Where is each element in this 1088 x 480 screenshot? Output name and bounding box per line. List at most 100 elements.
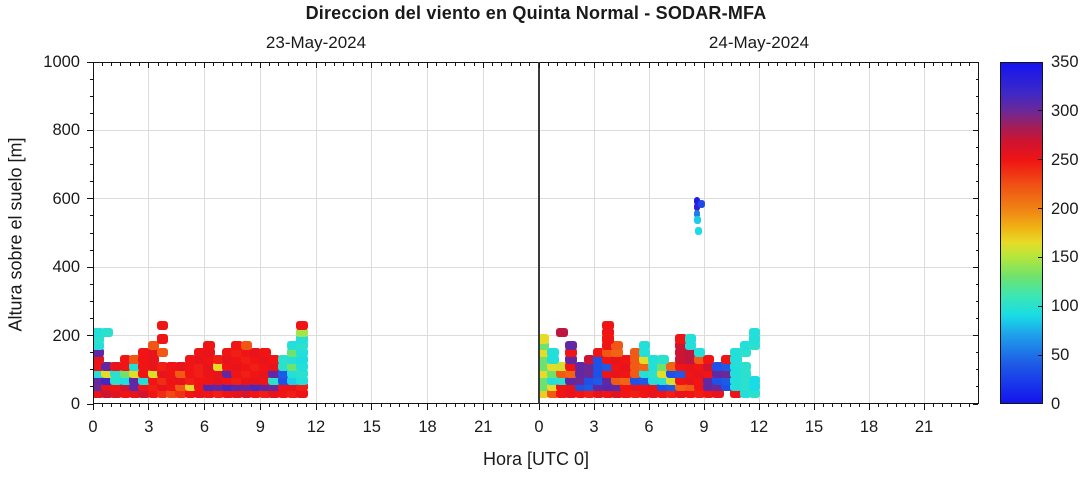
y-axis-tick xyxy=(87,266,93,268)
heatmap-cell xyxy=(602,327,614,337)
heatmap-cell xyxy=(693,368,706,378)
heatmap-cell xyxy=(147,375,160,385)
y-axis-tick-right xyxy=(975,232,978,234)
x-axis-tick-top xyxy=(960,63,962,66)
x-axis-tick xyxy=(315,404,317,410)
heatmap-cell xyxy=(592,382,605,392)
heatmap-spot-cell xyxy=(693,203,700,212)
heatmap-cell xyxy=(611,348,623,358)
heatmap-cell xyxy=(592,354,605,365)
x-axis-tick xyxy=(213,404,215,407)
x-axis-tick-top xyxy=(841,63,842,66)
heatmap-cell xyxy=(574,361,587,371)
x-axis-tick-top xyxy=(941,63,943,66)
x-axis-tick xyxy=(148,404,150,410)
heatmap-cell xyxy=(739,348,752,358)
heatmap-cell xyxy=(583,382,596,392)
heatmap-cell xyxy=(565,389,577,399)
heatmap-cell xyxy=(748,341,761,351)
heatmap-cell xyxy=(296,320,308,330)
grid-line-vertical xyxy=(371,62,373,404)
heatmap-cell xyxy=(684,368,697,378)
heatmap-cell xyxy=(249,354,262,365)
heatmap-cell xyxy=(693,354,706,365)
x-tick-label: 21 xyxy=(474,418,493,436)
x-axis-tick-top xyxy=(556,63,558,66)
heatmap-cell xyxy=(556,382,568,392)
heatmap-panel-day1 xyxy=(93,62,539,404)
y-axis-tick xyxy=(87,129,93,131)
x-axis-tick xyxy=(343,404,345,407)
heatmap-cell xyxy=(693,348,706,358)
heatmap-cell xyxy=(611,375,623,385)
colorbar-tick-label: 300 xyxy=(1051,101,1079,120)
x-axis-tick-top xyxy=(166,63,168,66)
heatmap-cell xyxy=(110,389,123,399)
heatmap-cell xyxy=(574,368,587,378)
heatmap-cell xyxy=(129,375,141,385)
grid-line-vertical xyxy=(813,62,815,404)
x-axis-tick xyxy=(129,404,131,407)
heatmap-cell xyxy=(702,354,715,365)
figure-title: Direccion del viento en Quinta Normal - … xyxy=(305,3,767,23)
heatmap-cell xyxy=(175,382,188,392)
heatmap-cell xyxy=(684,354,697,365)
y-axis-tick xyxy=(90,112,93,114)
heatmap-cell xyxy=(539,389,550,399)
y-axis-tick-right xyxy=(975,112,978,114)
y-axis-tick-right xyxy=(975,283,978,285)
heatmap-cell xyxy=(739,341,752,351)
heatmap-cell xyxy=(748,389,761,399)
x-axis-tick-top xyxy=(464,63,466,66)
x-tick-label: 6 xyxy=(199,418,210,436)
heatmap-cell xyxy=(129,354,141,365)
heatmap-cell xyxy=(166,375,178,385)
y-axis-tick-right xyxy=(975,147,978,148)
heatmap-cell xyxy=(249,348,262,358)
x-axis-tick xyxy=(648,404,650,410)
heatmap-cell xyxy=(620,375,632,385)
heatmap-spot-cell xyxy=(698,199,705,208)
heatmap-cell xyxy=(286,354,299,365)
heatmap-cell xyxy=(684,375,697,385)
heatmap-cell xyxy=(93,334,104,344)
x-axis-tick-top xyxy=(473,63,475,66)
heatmap-cell xyxy=(748,327,761,337)
x-axis-tick xyxy=(120,404,122,407)
x-axis-tick-top xyxy=(758,63,760,68)
heatmap-cell xyxy=(296,368,308,378)
heatmap-cell xyxy=(647,389,660,399)
y-axis-tick-right xyxy=(973,266,978,268)
heatmap-cell xyxy=(119,368,132,378)
panel-divider-line xyxy=(538,62,540,404)
heatmap-cell xyxy=(286,382,299,392)
y-axis-tick-right xyxy=(975,215,978,217)
heatmap-cell xyxy=(268,354,280,365)
heatmap-cell xyxy=(147,341,160,351)
heatmap-cell xyxy=(175,361,188,371)
heatmap-cell xyxy=(110,361,123,371)
colorbar-tick-label: 100 xyxy=(1051,297,1079,316)
grid-line-vertical xyxy=(703,62,705,404)
x-axis-tick-top xyxy=(740,63,742,66)
y-tick-label: 800 xyxy=(52,121,80,140)
heatmap-cell xyxy=(675,361,687,371)
y-axis-tick-right xyxy=(975,300,978,302)
heatmap-cell xyxy=(675,354,687,365)
x-axis-tick-top xyxy=(795,63,797,66)
heatmap-cell xyxy=(702,375,715,385)
heatmap-cell xyxy=(296,334,308,344)
y-tick-label: 0 xyxy=(70,395,80,413)
heatmap-cell xyxy=(268,368,280,378)
heatmap-cell xyxy=(539,361,550,371)
heatmap-cell xyxy=(138,348,150,358)
heatmap-cell xyxy=(156,348,169,358)
heatmap-cell xyxy=(574,375,587,385)
heatmap-cell xyxy=(93,341,104,351)
x-axis-tick-top xyxy=(306,63,308,66)
heatmap-cell xyxy=(748,382,761,392)
heatmap-cell xyxy=(194,348,206,358)
heatmap-cell xyxy=(175,368,188,378)
y-axis-tick xyxy=(90,318,93,319)
x-tick-label: 15 xyxy=(804,418,824,436)
